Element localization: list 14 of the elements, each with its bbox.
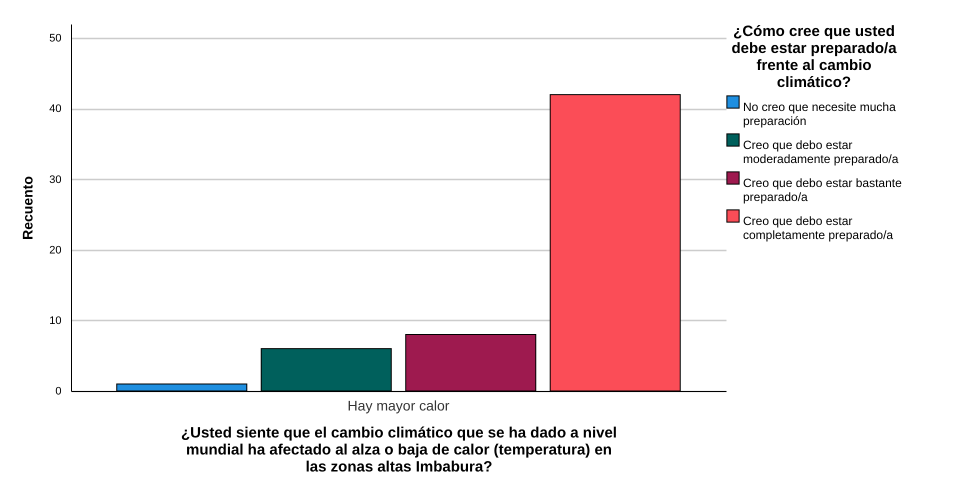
y-tick-label: 50 [49,32,62,45]
legend-title: ¿Cómo cree que usted debe estar preparado/a frente al cambio climático? [731,23,898,91]
y-tick-label: 10 [49,314,62,327]
y-tick-label: 40 [49,103,62,116]
y-axis-title: Recuento [19,176,36,240]
x-tick-label: Hay mayor calor [348,398,450,414]
y-tick-label: 30 [49,174,62,186]
y-tick-label: 20 [49,244,62,256]
legend-label: No creo que necesite mucha preparación [743,100,896,128]
legend-label: Creo que debo estar bastante preparado/a [743,176,902,204]
legend-label: Creo que debo estar moderadamente preparado/a [743,138,899,166]
legend-label: Creo que debo estar completamente preparado/a [743,214,894,242]
y-tick-label: 0 [55,386,62,398]
x-axis-title: ¿Usted siente que el cambio climático que se ha dado a nivel mundial ha afectado al alza o baja de calor (temperatura) en las zonas altas Imbabura? [181,424,617,476]
